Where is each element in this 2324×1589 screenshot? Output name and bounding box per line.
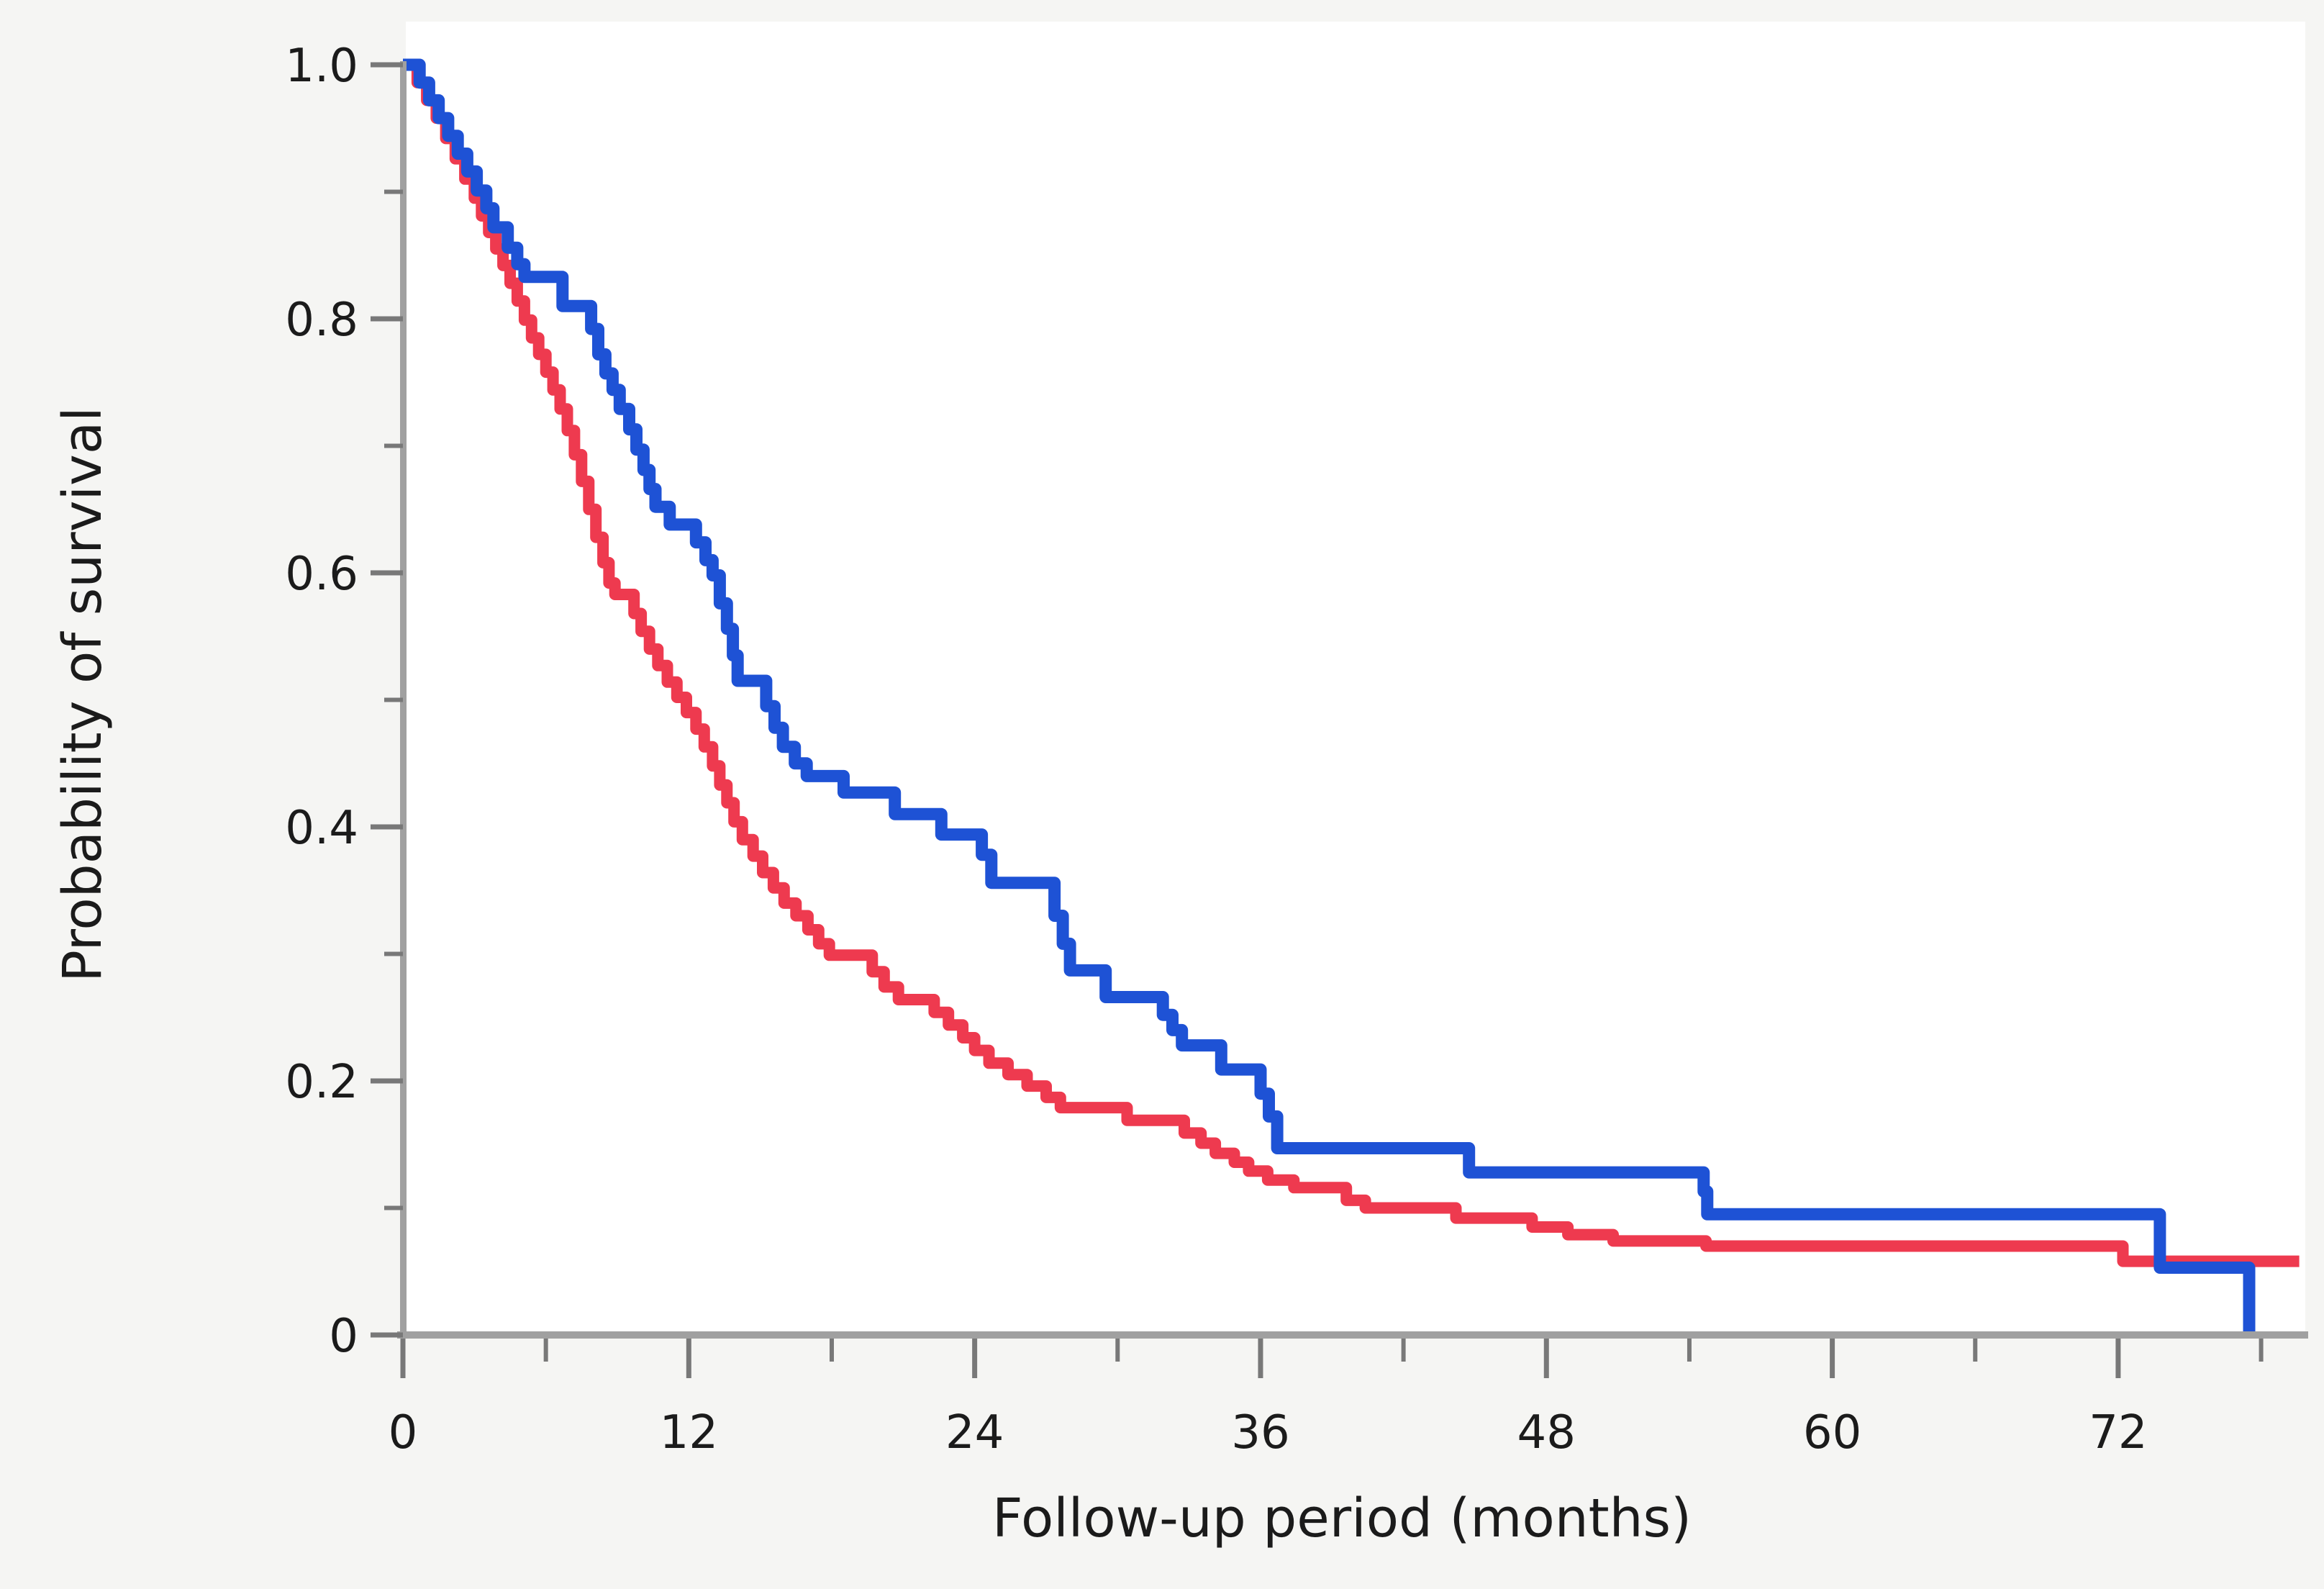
x-major-tick-60 (1830, 1339, 1835, 1378)
x-tick-label-48: 48 (1517, 1406, 1576, 1459)
y-tick-label-0: 0 (329, 1310, 358, 1363)
x-tick-label-60: 60 (1803, 1406, 1861, 1459)
x-major-tick-0 (400, 1339, 406, 1378)
x-major-tick-72 (2115, 1339, 2121, 1378)
x-major-tick-12 (686, 1339, 691, 1378)
x-minor-tick-30 (1115, 1339, 1120, 1362)
x-major-tick-48 (1543, 1339, 1549, 1378)
x-minor-tick-78 (2259, 1339, 2264, 1362)
y-axis-title: Probability of survival (52, 407, 114, 982)
x-tick-label-72: 72 (2089, 1406, 2147, 1459)
y-axis-tick-labels: 1.0 0.8 0.6 0.4 0.2 0 (285, 40, 358, 1363)
x-axis-line (397, 1331, 2308, 1339)
y-tick-label-0.6: 0.6 (285, 548, 358, 601)
y-tick-label-0.2: 0.2 (285, 1056, 358, 1109)
group-red-survival-curve (403, 59, 2300, 1267)
y-major-tick-0 (371, 1332, 403, 1338)
x-minor-tick-42 (1401, 1339, 1406, 1362)
x-axis-tick-labels: 0 12 24 36 48 60 72 (389, 1406, 2148, 1459)
x-tick-label-24: 24 (945, 1406, 1004, 1459)
x-minor-tick-54 (1687, 1339, 1692, 1362)
y-major-tick-1.0 (371, 62, 403, 68)
y-minor-tick-0.9 (384, 189, 403, 194)
y-minor-tick-0.7 (384, 443, 403, 448)
x-major-tick-24 (972, 1339, 978, 1378)
y-major-tick-0.4 (371, 824, 403, 830)
y-axis-line (400, 61, 407, 1339)
y-tick-label-0.8: 0.8 (285, 294, 358, 347)
x-axis-title: Follow-up period (months) (992, 1488, 1692, 1549)
y-minor-tick-0.1 (384, 1205, 403, 1210)
x-minor-tick-6 (543, 1339, 548, 1362)
x-tick-label-12: 12 (660, 1406, 718, 1459)
y-major-tick-0.6 (371, 570, 403, 576)
y-major-tick-0.2 (371, 1078, 403, 1084)
y-axis-ticks (371, 62, 403, 1338)
y-major-tick-0.8 (371, 316, 403, 322)
x-axis-ticks (400, 1339, 2264, 1378)
y-minor-tick-0.5 (384, 697, 403, 702)
y-tick-label-0.4: 0.4 (285, 802, 358, 855)
y-minor-tick-0.3 (384, 951, 403, 956)
survival-curves (403, 58, 2300, 1335)
group-blue-survival-curve (403, 58, 2256, 1335)
x-tick-label-0: 0 (389, 1406, 418, 1459)
x-minor-tick-18 (829, 1339, 834, 1362)
x-major-tick-36 (1258, 1339, 1263, 1378)
x-minor-tick-66 (1973, 1339, 1978, 1362)
plot-area (406, 22, 2305, 1336)
x-tick-label-36: 36 (1231, 1406, 1289, 1459)
y-tick-label-1.0: 1.0 (285, 40, 358, 93)
